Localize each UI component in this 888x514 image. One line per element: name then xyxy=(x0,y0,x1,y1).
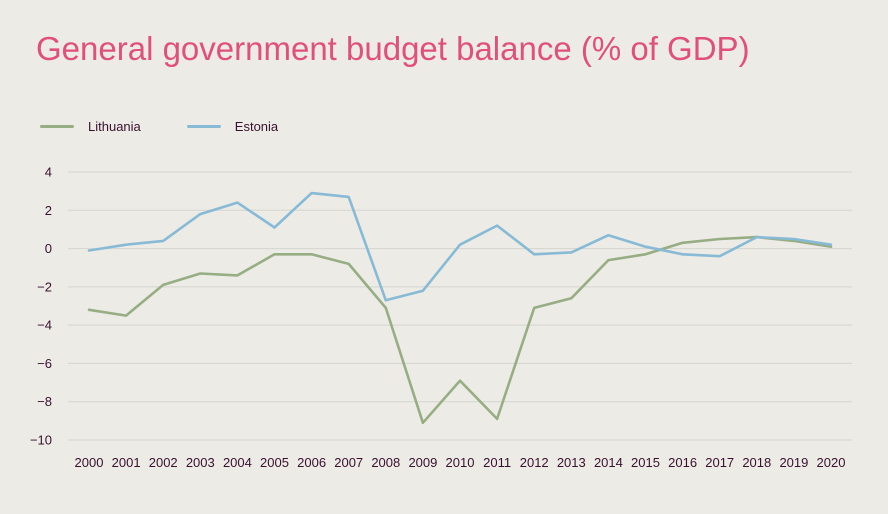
x-tick-label: 2019 xyxy=(779,455,808,470)
y-tick-label: 0 xyxy=(45,241,52,256)
y-tick-label: −6 xyxy=(37,356,52,371)
x-tick-label: 2001 xyxy=(112,455,141,470)
legend-label-lithuania: Lithuania xyxy=(88,119,141,134)
x-tick-label: 2020 xyxy=(817,455,846,470)
legend-swatch-estonia xyxy=(186,125,221,128)
x-tick-label: 2014 xyxy=(594,455,623,470)
y-tick-label: −8 xyxy=(37,394,52,409)
x-tick-label: 2006 xyxy=(297,455,326,470)
x-tick-label: 2003 xyxy=(186,455,215,470)
x-tick-label: 2011 xyxy=(483,455,511,470)
x-tick-label: 2002 xyxy=(149,455,178,470)
legend-item-estonia: Estonia xyxy=(186,119,279,134)
x-tick-label: 2004 xyxy=(223,455,252,470)
x-tick-label: 2013 xyxy=(557,455,586,470)
x-tick-label: 2005 xyxy=(260,455,289,470)
x-tick-label: 2018 xyxy=(742,455,771,470)
x-tick-label: 2015 xyxy=(631,455,660,470)
y-tick-label: −2 xyxy=(37,279,52,294)
y-tick-label: 2 xyxy=(45,203,52,218)
y-tick-label: −4 xyxy=(37,318,52,333)
y-tick-label: −10 xyxy=(30,433,52,448)
legend: Lithuania Estonia xyxy=(40,119,324,134)
legend-label-estonia: Estonia xyxy=(234,119,279,134)
legend-item-lithuania: Lithuania xyxy=(40,119,141,134)
x-tick-label: 2012 xyxy=(520,455,549,470)
x-tick-label: 2007 xyxy=(334,455,363,470)
x-tick-label: 2000 xyxy=(75,455,104,470)
y-tick-label: 4 xyxy=(45,165,52,180)
x-tick-label: 2016 xyxy=(668,455,697,470)
x-tick-label: 2009 xyxy=(408,455,437,470)
x-tick-label: 2017 xyxy=(705,455,734,470)
x-tick-label: 2010 xyxy=(446,455,475,470)
x-tick-label: 2008 xyxy=(371,455,400,470)
series-line-estonia xyxy=(87,191,833,302)
legend-swatch-lithuania xyxy=(40,125,74,128)
chart-title: General government budget balance (% of … xyxy=(36,30,750,67)
series-line-lithuania xyxy=(87,235,833,425)
